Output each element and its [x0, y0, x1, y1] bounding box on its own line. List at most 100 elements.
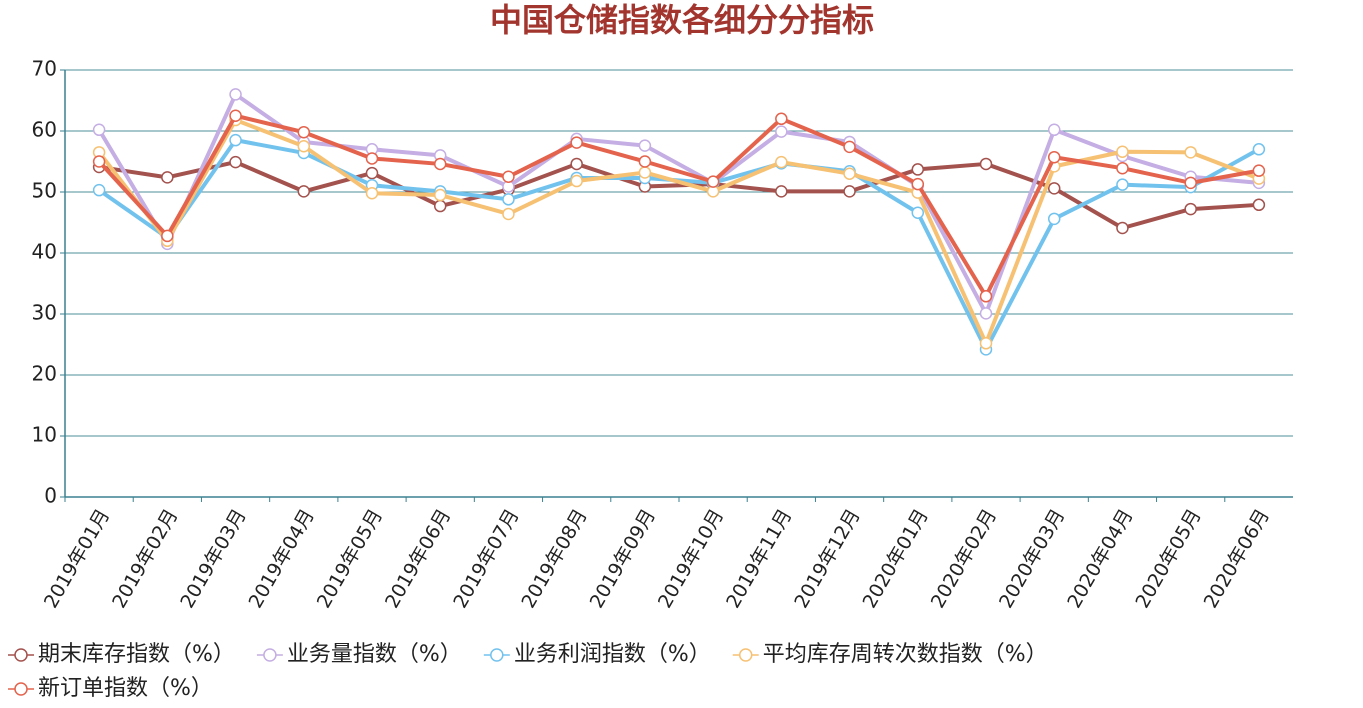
point	[433, 188, 447, 202]
y-tick-label: 20	[32, 362, 57, 386]
point	[843, 167, 856, 180]
point	[161, 229, 174, 243]
point	[1184, 202, 1197, 216]
point	[1116, 145, 1129, 158]
point	[706, 175, 720, 188]
x-tick-label: 2020年04月	[1063, 505, 1137, 612]
point	[92, 123, 106, 137]
y-tick-label: 0	[44, 484, 57, 508]
point	[92, 183, 106, 197]
point	[911, 163, 925, 176]
point	[1184, 176, 1197, 190]
series-line	[98, 160, 1260, 230]
y-tick-label: 70	[32, 57, 57, 81]
legend-item: 平均库存周转次数指数（%）	[732, 642, 1048, 667]
point	[365, 166, 379, 180]
x-tick-label: 2019年01月	[40, 505, 114, 612]
x-tick-label: 2020年06月	[1200, 505, 1274, 612]
point	[229, 155, 242, 169]
x-tick-label: 2020年05月	[1131, 505, 1205, 612]
point	[775, 155, 788, 169]
point	[502, 207, 515, 221]
point	[775, 125, 788, 138]
x-tick-label: 2019年11月	[722, 505, 796, 612]
point	[297, 140, 311, 153]
point	[502, 193, 515, 206]
point	[911, 177, 925, 191]
legend-label: 平均库存周转次数指数（%）	[763, 642, 1048, 667]
point	[1116, 178, 1129, 191]
point	[775, 112, 788, 126]
point	[979, 157, 993, 171]
x-tick-label: 2019年07月	[449, 505, 523, 612]
point	[775, 185, 788, 198]
legend-item: 业务利润指数（%）	[483, 642, 711, 667]
legend-label: 期末库存指数（%）	[38, 642, 235, 667]
point	[161, 171, 174, 184]
point	[570, 136, 583, 149]
point	[911, 206, 925, 219]
point	[570, 157, 583, 171]
legend-label: 新订单指数（%）	[38, 676, 213, 701]
x-tick-label: 2019年12月	[790, 505, 864, 612]
x-tick-label: 2019年02月	[108, 505, 182, 612]
point	[1047, 182, 1061, 195]
legend-item: 新订单指数（%）	[8, 676, 213, 701]
point	[297, 125, 311, 139]
point	[1116, 221, 1129, 235]
legend-marker	[14, 682, 28, 696]
y-tick-label: 10	[32, 423, 57, 447]
point	[92, 155, 106, 168]
point	[1252, 164, 1266, 177]
point	[365, 152, 379, 165]
y-tick-label: 40	[32, 240, 57, 264]
y-tick-label: 30	[32, 301, 57, 325]
point	[1047, 150, 1061, 164]
legend-marker	[263, 648, 277, 662]
x-tick-label: 2019年06月	[381, 505, 455, 612]
x-tick-label: 2019年04月	[245, 505, 319, 612]
point	[843, 140, 856, 154]
point	[229, 133, 242, 147]
legend-item: 期末库存指数（%）	[8, 642, 235, 667]
legend-marker	[738, 648, 753, 662]
point	[843, 185, 856, 198]
point	[1047, 123, 1061, 137]
x-tick-label: 2020年02月	[927, 505, 1001, 612]
point	[1252, 143, 1266, 156]
legend-marker	[490, 648, 504, 662]
x-tick-label: 2019年08月	[517, 505, 591, 612]
point	[1252, 198, 1266, 212]
legend-label: 业务利润指数（%）	[514, 642, 711, 667]
x-tick-label: 2019年10月	[654, 505, 728, 612]
chart-title: 中国仓储指数各细分分指标	[490, 1, 874, 39]
point	[638, 166, 652, 179]
point	[979, 307, 993, 320]
x-tick-label: 2019年09月	[586, 505, 660, 612]
legend-item: 业务量指数（%）	[256, 642, 462, 667]
x-tick-label: 2020年01月	[859, 505, 933, 612]
x-tick-label: 2020年03月	[995, 505, 1069, 612]
x-tick-label: 2019年05月	[313, 505, 387, 612]
point	[229, 88, 242, 101]
point	[979, 290, 993, 303]
point	[570, 174, 583, 188]
y-tick-label: 50	[32, 179, 57, 203]
legend-marker	[14, 648, 28, 662]
y-tick-label: 60	[32, 118, 57, 142]
point	[1184, 146, 1197, 159]
point	[638, 155, 652, 168]
point	[433, 199, 447, 213]
point	[297, 185, 311, 198]
point	[365, 186, 379, 200]
series-line	[97, 113, 1260, 299]
point	[433, 157, 447, 171]
legend-label: 业务量指数（%）	[287, 642, 462, 667]
point	[229, 109, 242, 122]
point	[979, 337, 993, 350]
point	[1047, 212, 1061, 226]
point	[502, 170, 515, 183]
point	[638, 139, 652, 152]
series-line	[97, 118, 1260, 346]
